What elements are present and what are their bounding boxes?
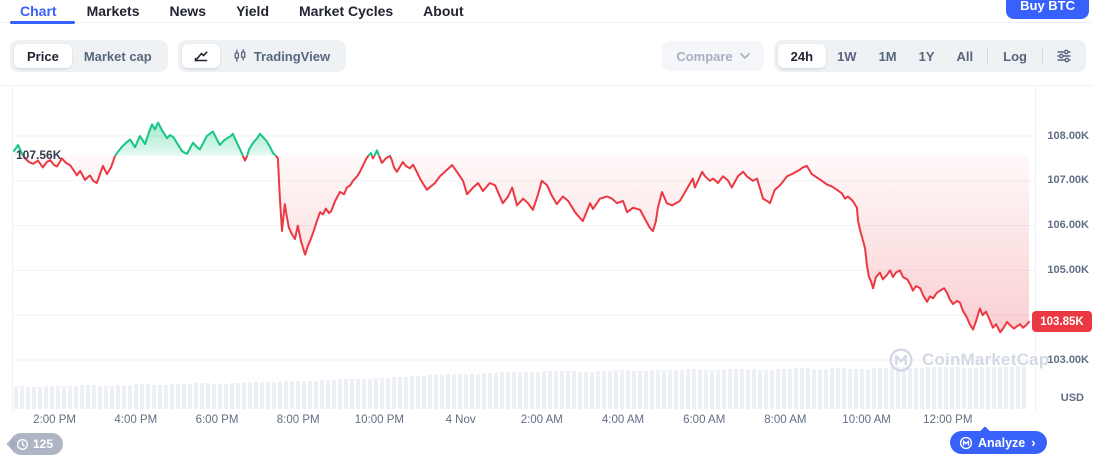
clock-icon <box>16 438 29 451</box>
axis-separator-line <box>1035 86 1036 413</box>
x-axis-tick-8-00-am: 8:00 AM <box>764 414 807 426</box>
coinmarketcap-mini-logo-icon <box>959 436 973 450</box>
chart-type-toggle: TradingView <box>177 40 347 72</box>
analyze-button[interactable]: Analyze › <box>950 431 1047 454</box>
x-axis-labels: 2:00 PM 4:00 PM 6:00 PM 8:00 PM 10:00 PM 4 No… <box>0 414 1093 428</box>
nav-tab-yield[interactable]: Yield <box>236 3 269 19</box>
chart-toolbar: Price Market cap <box>10 40 1086 72</box>
price-chart-region: 107.56K 108.00K 107.00K 106.00K 105.00K 103.… <box>0 85 1093 458</box>
candlestick-icon <box>232 48 248 64</box>
range-button-1m[interactable]: 1M <box>878 48 897 64</box>
y-axis-tick-107k: 107.00K <box>1047 174 1089 187</box>
range-button-1y[interactable]: 1Y <box>918 48 935 64</box>
page-nav: Chart Markets News Yield Market Cycles About … <box>0 0 1093 24</box>
metric-toggle: Price Market cap <box>10 40 168 72</box>
y-axis-tick-106k: 106.00K <box>1047 219 1089 232</box>
currency-unit-label: USD <box>1060 392 1084 404</box>
range-button-24h[interactable]: 24h <box>777 44 827 68</box>
tradingview-label: TradingView <box>253 48 331 64</box>
compare-label: Compare <box>676 48 733 64</box>
metric-toggle-price[interactable]: Price <box>14 44 72 68</box>
price-chart[interactable] <box>12 86 1035 413</box>
range-buttons: 24h 1W 1M 1Y All <box>777 44 985 68</box>
x-axis-tick-6-00-pm: 6:00 PM <box>195 414 239 426</box>
time-range-group: 24h 1W 1M 1Y All Log <box>773 40 1086 72</box>
chevron-right-icon: › <box>1031 435 1036 450</box>
y-axis-tick-105k: 105.00K <box>1047 263 1089 276</box>
x-axis-tick-2-00-pm: 2:00 PM <box>33 414 77 426</box>
nav-tabs: Chart Markets News Yield Market Cycles About <box>10 0 1093 24</box>
tradingview-chart-type-button[interactable]: TradingView <box>220 44 342 68</box>
line-chart-icon <box>193 48 209 64</box>
range-button-1w[interactable]: 1W <box>837 48 857 64</box>
nav-tab-news[interactable]: News <box>169 3 207 19</box>
y-axis-tick-103k: 103.00K <box>1047 353 1089 366</box>
log-scale-button[interactable]: Log <box>1003 48 1027 64</box>
toolbar-right: Compare 24h 1W 1M 1Y All Log <box>662 40 1086 72</box>
nav-tab-markets[interactable]: Markets <box>86 3 140 19</box>
x-axis-tick-10-00-am: 10:00 AM <box>842 414 891 426</box>
plot-left-border <box>12 86 13 413</box>
area-above-open <box>14 122 1029 156</box>
price-line-down <box>22 155 1030 334</box>
watermark-text: CoinMarketCap <box>922 350 1050 369</box>
price-chart-svg <box>12 121 1035 409</box>
nav-tab-chart[interactable]: Chart <box>10 0 74 24</box>
candle-countdown-value: 125 <box>33 437 54 451</box>
divider <box>1042 48 1043 64</box>
sliders-icon <box>1056 48 1072 64</box>
nav-tab-market-cycles[interactable]: Market Cycles <box>299 3 394 19</box>
chart-settings-button[interactable] <box>1046 48 1082 64</box>
coinmarketcap-logo-icon <box>888 347 914 373</box>
nav-tab-about[interactable]: About <box>423 3 464 19</box>
divider <box>987 48 989 64</box>
x-axis-tick-4-00-pm: 4:00 PM <box>114 414 158 426</box>
compare-button[interactable]: Compare <box>662 41 764 71</box>
x-axis-tick-4-00-am: 4:00 AM <box>601 414 645 426</box>
area-below-open <box>23 155 1029 333</box>
x-axis-tick-2-00-am: 2:00 AM <box>520 414 563 426</box>
buy-btc-button[interactable]: Buy BTC <box>1006 0 1089 19</box>
chevron-down-icon <box>739 53 750 59</box>
current-price-badge: 103.85K <box>1032 311 1092 333</box>
range-button-all[interactable]: All <box>956 48 974 64</box>
volume-bars <box>14 366 1026 409</box>
x-axis-tick-4-nov: 4 Nov <box>445 414 476 426</box>
x-axis-tick-6-00-am: 6:00 AM <box>683 414 726 426</box>
x-axis-tick-8-00-pm: 8:00 PM <box>276 414 320 426</box>
price-line-up <box>13 121 392 156</box>
analyze-label: Analyze <box>978 435 1026 450</box>
line-chart-type-button[interactable] <box>181 44 220 68</box>
y-axis-tick-108k: 108.00K <box>1047 129 1089 142</box>
x-axis-tick-10-00-pm: 10:00 PM <box>354 414 405 426</box>
candle-countdown-badge: 125 <box>10 433 64 455</box>
metric-toggle-market-cap[interactable]: Market cap <box>83 48 152 64</box>
toolbar-left: Price Market cap <box>10 40 347 72</box>
open-price-label: 107.56K <box>16 148 62 162</box>
x-axis-tick-12-00-pm: 12:00 PM <box>923 414 973 426</box>
coinmarketcap-watermark: CoinMarketCap <box>888 347 1049 373</box>
